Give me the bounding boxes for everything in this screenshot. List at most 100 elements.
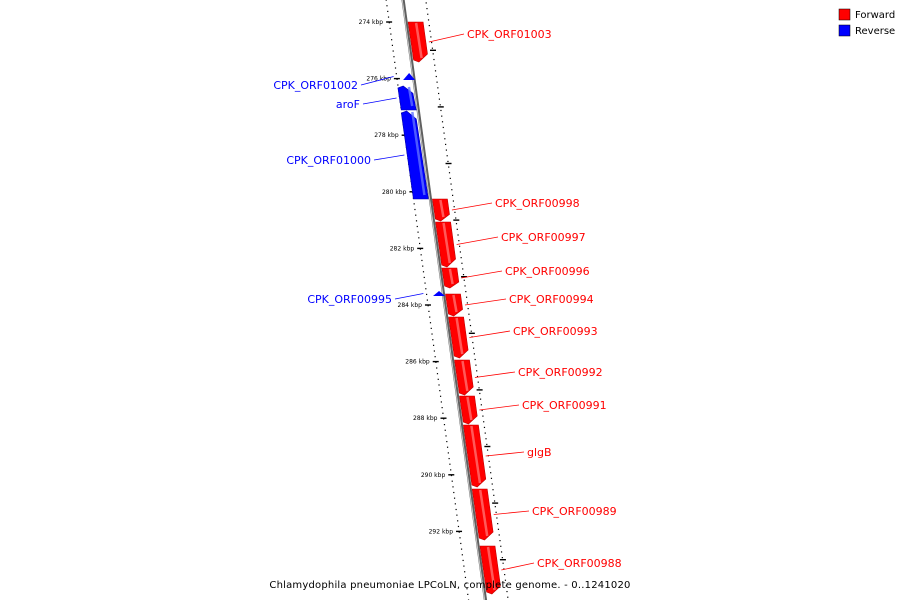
genome-backbone bbox=[401, 0, 488, 600]
gene-label-cpk-orf00992[interactable]: CPK_ORF00992 bbox=[518, 366, 603, 379]
minor-tick-left bbox=[392, 50, 394, 52]
minor-tick-right bbox=[486, 449, 489, 451]
gene-label-glgb[interactable]: glgB bbox=[527, 446, 552, 459]
minor-tick-left bbox=[422, 271, 425, 273]
minor-tick-right bbox=[501, 557, 503, 559]
feature-cpk-orf00992[interactable]: CPK_ORF00992 bbox=[454, 359, 474, 396]
minor-tick-left bbox=[463, 565, 465, 567]
feature-cpk-orf01003[interactable]: CPK_ORF01003 bbox=[407, 21, 428, 63]
minor-tick-right bbox=[500, 545, 502, 547]
feature-cpk-orf01002[interactable]: CPK_ORF01002 bbox=[403, 73, 416, 80]
feature-cpk-orf00995[interactable]: CPK_ORF00995 bbox=[433, 291, 446, 296]
gene-label-cpk-orf01003[interactable]: CPK_ORF01003 bbox=[467, 28, 552, 41]
minor-tick-right bbox=[453, 206, 455, 208]
minor-tick-right bbox=[485, 438, 487, 440]
minor-tick-left bbox=[455, 508, 457, 511]
minor-tick-right bbox=[434, 64, 436, 66]
minor-tick-right bbox=[496, 517, 498, 519]
minor-tick-left bbox=[417, 231, 419, 233]
label-connector bbox=[474, 371, 516, 378]
minor-tick-right bbox=[507, 596, 509, 598]
gene-label-cpk-orf00996[interactable]: CPK_ORF00996 bbox=[505, 265, 590, 278]
minor-tick-left bbox=[439, 395, 442, 397]
minor-tick-right bbox=[473, 353, 475, 355]
feature-cpk-orf00997[interactable]: CPK_ORF00997 bbox=[435, 221, 456, 268]
feature-arof[interactable]: aroF bbox=[397, 85, 417, 111]
minor-tick-left bbox=[453, 491, 455, 494]
minor-tick-left bbox=[443, 424, 446, 426]
feature-cpk-orf00991[interactable]: CPK_ORF00991 bbox=[459, 395, 478, 425]
gene-label-cpk-orf00989[interactable]: CPK_ORF00989 bbox=[532, 505, 617, 518]
minor-tick-right bbox=[479, 398, 482, 400]
minor-tick-left bbox=[453, 497, 456, 499]
gene-label-arof[interactable]: aroF bbox=[336, 98, 360, 111]
tick-label: 284 kbp bbox=[398, 302, 423, 309]
gene-label-cpk-orf00993[interactable]: CPK_ORF00993 bbox=[513, 325, 598, 338]
minor-tick-left bbox=[426, 299, 428, 301]
map-caption: Chlamydophila pneumoniae LPCoLN, complet… bbox=[269, 580, 630, 591]
minor-tick-right bbox=[465, 290, 467, 293]
feature-highlight bbox=[442, 222, 451, 264]
gene-label-cpk-orf00991[interactable]: CPK_ORF00991 bbox=[522, 399, 607, 412]
minor-tick-right bbox=[470, 330, 472, 332]
minor-tick-left bbox=[418, 237, 420, 239]
feature-highlight bbox=[461, 360, 469, 392]
minor-tick-right bbox=[441, 115, 443, 117]
feature-highlight bbox=[466, 396, 473, 421]
minor-tick-left bbox=[425, 288, 427, 290]
gene-label-cpk-orf00998[interactable]: CPK_ORF00998 bbox=[495, 197, 580, 210]
feature-cpk-orf00988[interactable]: CPK_ORF00988 bbox=[479, 545, 501, 595]
tick-label: 276 kbp bbox=[366, 76, 391, 83]
minor-tick-left bbox=[443, 418, 445, 420]
minor-tick-left bbox=[424, 282, 426, 284]
minor-tick-right bbox=[495, 511, 497, 513]
minor-tick-right bbox=[469, 324, 472, 327]
minor-tick-right bbox=[450, 183, 452, 185]
minor-tick-left bbox=[442, 412, 444, 414]
minor-tick-left bbox=[390, 33, 392, 35]
tick-label: 274 kbp bbox=[359, 19, 384, 26]
minor-tick-right bbox=[467, 307, 469, 310]
minor-tick-left bbox=[391, 39, 393, 41]
minor-tick-right bbox=[476, 375, 479, 378]
minor-tick-left bbox=[438, 384, 440, 386]
minor-tick-left bbox=[450, 469, 452, 471]
minor-tick-left bbox=[431, 333, 433, 335]
minor-tick-left bbox=[464, 576, 467, 579]
minor-tick-left bbox=[437, 378, 439, 380]
minor-tick-left bbox=[457, 520, 459, 522]
minor-tick-right bbox=[454, 211, 456, 213]
feature-cpk-orf00989[interactable]: CPK_ORF00989 bbox=[471, 488, 494, 541]
minor-tick-right bbox=[455, 223, 458, 225]
minor-tick-right bbox=[493, 494, 495, 496]
minor-tick-left bbox=[385, 0, 387, 1]
minor-tick-left bbox=[388, 22, 390, 24]
feature-cpk-orf00993[interactable]: CPK_ORF00993 bbox=[448, 316, 469, 359]
minor-tick-right bbox=[439, 104, 441, 106]
gene-label-cpk-orf00995[interactable]: CPK_ORF00995 bbox=[307, 293, 392, 306]
minor-tick-left bbox=[425, 293, 428, 296]
gene-label-cpk-orf00997[interactable]: CPK_ORF00997 bbox=[501, 231, 586, 244]
feature-highlight bbox=[448, 268, 454, 285]
minor-tick-right bbox=[437, 87, 439, 89]
gene-label-cpk-orf01000[interactable]: CPK_ORF01000 bbox=[286, 154, 371, 167]
minor-tick-left bbox=[419, 242, 421, 245]
minor-tick-left bbox=[419, 248, 421, 250]
gene-label-cpk-orf01002[interactable]: CPK_ORF01002 bbox=[273, 79, 358, 92]
minor-tick-right bbox=[481, 409, 483, 412]
minor-tick-right bbox=[462, 274, 465, 276]
minor-tick-right bbox=[440, 109, 442, 112]
minor-tick-left bbox=[432, 344, 435, 346]
tick-label: 280 kbp bbox=[382, 189, 407, 196]
minor-tick-left bbox=[420, 254, 422, 256]
feature-highlight bbox=[439, 199, 445, 218]
feature-highlight bbox=[478, 489, 489, 537]
gene-label-cpk-orf00994[interactable]: CPK_ORF00994 bbox=[509, 293, 594, 306]
minor-tick-left bbox=[421, 259, 423, 262]
gene-label-cpk-orf00988[interactable]: CPK_ORF00988 bbox=[537, 557, 622, 570]
feature-glgb[interactable]: glgB bbox=[463, 424, 487, 488]
minor-tick-right bbox=[447, 160, 449, 163]
minor-tick-right bbox=[448, 166, 450, 168]
minor-tick-left bbox=[461, 554, 463, 556]
minor-tick-right bbox=[445, 149, 447, 151]
